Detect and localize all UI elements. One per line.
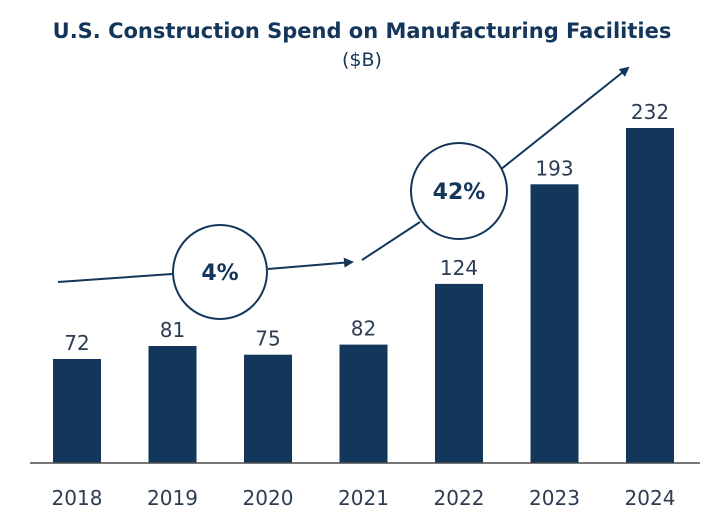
x-tick-2018: 2018 xyxy=(52,486,103,510)
x-tick-2021: 2021 xyxy=(338,486,389,510)
annotation-42pct-arrow-left xyxy=(361,221,421,261)
x-tick-2022: 2022 xyxy=(434,486,485,510)
bar-2022 xyxy=(435,283,483,463)
x-tick-2020: 2020 xyxy=(243,486,294,510)
annotation-4pct-circle xyxy=(172,224,268,320)
annotation-42pct: 42% xyxy=(361,66,630,261)
value-label-2021: 82 xyxy=(351,317,376,341)
x-tick-2019: 2019 xyxy=(147,486,198,510)
bar-2019 xyxy=(148,346,197,463)
x-tick-labels-group: 2018 2019 2020 2021 2022 2023 2024 xyxy=(52,486,676,510)
annotation-42pct-circle xyxy=(410,142,508,240)
value-label-2022: 124 xyxy=(440,256,478,280)
chart-title: U.S. Construction Spend on Manufacturing… xyxy=(53,19,672,43)
value-label-2020: 75 xyxy=(255,327,280,351)
bar-2018 xyxy=(53,359,101,463)
x-tick-2023: 2023 xyxy=(529,486,580,510)
bar-2023 xyxy=(530,184,579,464)
annotation-4pct-arrow-right xyxy=(267,257,354,270)
chart-subtitle: ($B) xyxy=(342,49,382,71)
bar-2020 xyxy=(244,354,292,463)
value-labels-group: 72 81 75 82 124 193 232 xyxy=(64,100,669,355)
annotation-4pct-arrow-left xyxy=(57,273,173,283)
annotation-4pct: 4% xyxy=(57,224,354,320)
bar-2024 xyxy=(626,128,674,463)
bar-2021 xyxy=(339,344,388,463)
annotation-42pct-label: 42% xyxy=(433,180,486,205)
x-tick-2024: 2024 xyxy=(625,486,676,510)
bars-group xyxy=(53,128,674,464)
value-label-2023: 193 xyxy=(535,156,573,180)
value-label-2018: 72 xyxy=(64,331,89,355)
annotation-42pct-arrow-right xyxy=(499,66,630,171)
value-label-2024: 232 xyxy=(631,100,669,124)
annotation-4pct-label: 4% xyxy=(201,261,238,286)
value-label-2019: 81 xyxy=(160,318,185,342)
